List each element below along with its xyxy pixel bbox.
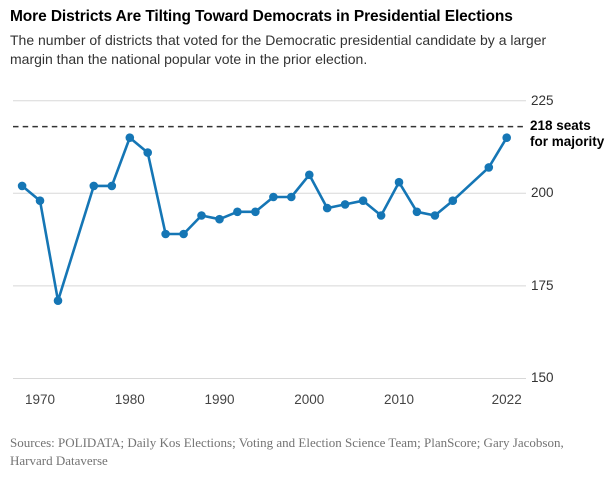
data-point-2002 <box>322 203 332 213</box>
y-tick-label-200: 200 <box>531 185 554 201</box>
x-tick-label-1980: 1980 <box>114 392 145 407</box>
data-point-1994 <box>251 207 260 217</box>
data-point-1996 <box>269 192 278 202</box>
data-point-1998 <box>287 192 296 202</box>
data-point-2022 <box>502 133 512 142</box>
data-point-1968 <box>17 181 27 191</box>
sources-note: Sources: POLIDATA; Daily Kos Elections; … <box>10 435 564 468</box>
x-tick-label-2010: 2010 <box>383 392 415 407</box>
majority-annotation-line2: for majority <box>530 133 605 149</box>
data-line <box>20 136 508 302</box>
data-point-2010 <box>394 177 404 187</box>
data-point-1970 <box>35 196 45 205</box>
x-tick-label-1970: 1970 <box>24 392 56 407</box>
data-point-1976 <box>89 181 99 191</box>
data-point-2008 <box>376 211 386 220</box>
x-tick-label-2000: 2000 <box>294 392 325 407</box>
data-point-1980 <box>125 133 135 142</box>
data-point-2012 <box>412 207 422 217</box>
data-point-1986 <box>179 229 188 239</box>
data-point-1988 <box>197 211 206 220</box>
y-tick-label-150: 150 <box>531 370 554 386</box>
data-point-1990 <box>215 214 224 224</box>
data-point-1984 <box>161 229 170 239</box>
data-point-2000 <box>305 170 314 180</box>
majority-annotation-line1: 218 seats <box>530 118 591 133</box>
data-point-2020 <box>484 163 494 172</box>
data-point-1972 <box>53 296 63 306</box>
majority-annotation: 218 seats for majority <box>530 118 604 149</box>
data-point-2016 <box>448 196 458 205</box>
chart-subtitle: The number of districts that voted for t… <box>10 32 547 67</box>
x-tick-label-1990: 1990 <box>204 392 235 407</box>
x-tick-label-2022: 2022 <box>491 392 522 407</box>
data-point-1992 <box>233 207 242 217</box>
data-point-1978 <box>107 181 117 191</box>
y-tick-label-175: 175 <box>531 277 554 293</box>
data-point-2004 <box>340 200 350 209</box>
data-point-2006 <box>358 196 368 205</box>
data-point-1982 <box>143 148 152 157</box>
chart-title: More Districts Are Tilting Toward Democr… <box>10 8 513 25</box>
data-point-2014 <box>430 211 440 220</box>
y-tick-label-225: 225 <box>531 92 554 108</box>
